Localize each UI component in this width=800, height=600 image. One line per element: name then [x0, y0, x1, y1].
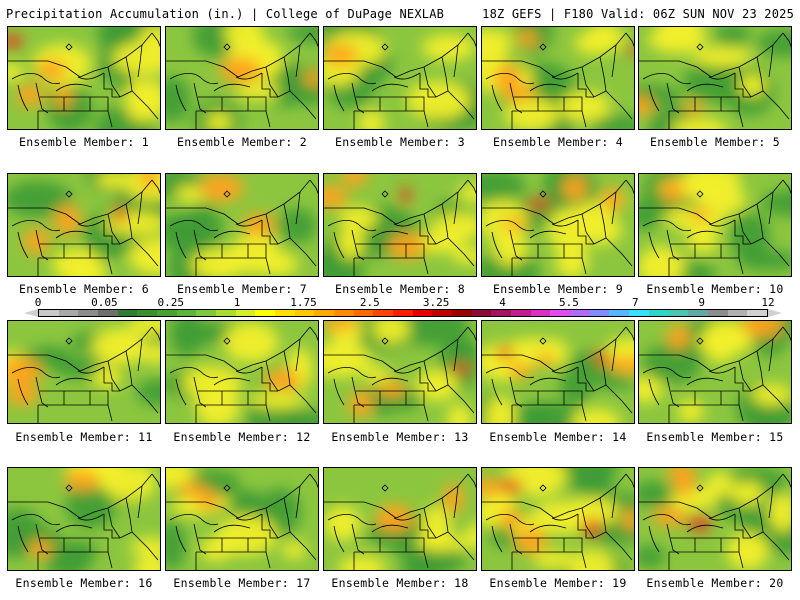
- ensemble-member-map: [638, 467, 792, 571]
- ensemble-member-map: [165, 467, 319, 571]
- colorbar-tick-label: 5.5: [558, 296, 579, 309]
- colorbar-segment: [412, 310, 433, 316]
- ensemble-member-map: [323, 320, 477, 424]
- colorbar-segment: [629, 310, 649, 316]
- colorbar-segment: [452, 310, 472, 316]
- ensemble-member-label: Ensemble Member: 6: [18, 282, 150, 296]
- ensemble-member-label: Ensemble Member: 18: [331, 576, 469, 590]
- ensemble-member-map: [481, 173, 635, 277]
- ensemble-member-label: Ensemble Member: 10: [646, 282, 784, 296]
- colorbar-segment: [570, 310, 590, 316]
- colorbar-tick-label: 3.25: [422, 296, 450, 309]
- colorbar-segment: [294, 310, 315, 316]
- colorbar-segment: [471, 310, 492, 316]
- ensemble-member-label: Ensemble Member: 8: [334, 282, 466, 296]
- ensemble-member-map: [165, 320, 319, 424]
- ensemble-member-map: [7, 320, 161, 424]
- colorbar-right-arrow: [768, 309, 782, 317]
- ensemble-member-label: Ensemble Member: 4: [492, 135, 624, 149]
- colorbar-segment: [216, 310, 236, 316]
- ensemble-member-map: [638, 320, 792, 424]
- colorbar-segment: [393, 310, 413, 316]
- colorbar-segment: [39, 310, 59, 316]
- ensemble-member-label: Ensemble Member: 7: [176, 282, 308, 296]
- ensemble-member-map: [7, 467, 161, 571]
- colorbar-tick-label: 4: [499, 296, 506, 309]
- ensemble-member-map: [165, 173, 319, 277]
- ensemble-member-map: [7, 26, 161, 130]
- colorbar-segment: [176, 310, 197, 316]
- colorbar-segment: [747, 310, 767, 316]
- ensemble-member-label: Ensemble Member: 15: [646, 430, 784, 444]
- ensemble-member-map: [323, 26, 477, 130]
- ensemble-member-label: Ensemble Member: 2: [176, 135, 308, 149]
- ensemble-member-label: Ensemble Member: 12: [173, 430, 311, 444]
- colorbar-tick-label: 0: [34, 296, 42, 309]
- colorbar-tick-label: 12: [761, 296, 775, 309]
- ensemble-member-label: Ensemble Member: 13: [331, 430, 469, 444]
- ensemble-member-label: Ensemble Member: 16: [15, 576, 153, 590]
- colorbar-tick-label: 1: [233, 296, 241, 309]
- colorbar-segment: [589, 310, 610, 316]
- colorbar-segment: [707, 310, 728, 316]
- ensemble-member-map: [481, 26, 635, 130]
- colorbar-segment: [196, 310, 217, 316]
- ensemble-member-label: Ensemble Member: 5: [649, 135, 781, 149]
- colorbar-tick-label: 1.75: [290, 296, 317, 309]
- colorbar-tick-label: 0.25: [157, 296, 184, 309]
- ensemble-member-label: Ensemble Member: 11: [15, 430, 153, 444]
- chart-title: Precipitation Accumulation (in.) | Colle…: [6, 7, 445, 21]
- colorbar-segment: [550, 310, 571, 316]
- colorbar-segment: [511, 310, 531, 316]
- colorbar-segment: [235, 310, 256, 316]
- colorbar-segment: [98, 310, 118, 316]
- ensemble-member-map: [165, 26, 319, 130]
- ensemble-member-label: Ensemble Member: 19: [489, 576, 627, 590]
- colorbar-segment: [275, 310, 295, 316]
- ensemble-member-label: Ensemble Member: 9: [492, 282, 624, 296]
- ensemble-member-map: [638, 173, 792, 277]
- colorbar-segment: [314, 310, 335, 316]
- run-info: 18Z GEFS | F180 Valid: 06Z SUN NOV 23 20…: [482, 7, 794, 21]
- colorbar-segment: [373, 310, 394, 316]
- colorbar-segment: [648, 310, 669, 316]
- ensemble-member-label: Ensemble Member: 1: [18, 135, 150, 149]
- colorbar-tick-label: 7: [631, 296, 639, 309]
- colorbar-segment: [137, 310, 158, 316]
- colorbar-segment: [491, 310, 512, 316]
- colorbar-left-arrow: [24, 309, 38, 317]
- colorbar-segment: [609, 310, 630, 316]
- ensemble-member-map: [7, 173, 161, 277]
- colorbar-segment: [432, 310, 453, 316]
- ensemble-member-label: Ensemble Member: 20: [646, 576, 784, 590]
- colorbar-segment: [117, 310, 138, 316]
- ensemble-member-map: [638, 26, 792, 130]
- colorbar-segment: [334, 310, 354, 316]
- ensemble-member-map: [481, 467, 635, 571]
- ensemble-member-label: Ensemble Member: 17: [173, 576, 311, 590]
- ensemble-member-map: [481, 320, 635, 424]
- colorbar-segment: [353, 310, 374, 316]
- colorbar-segment: [255, 310, 276, 316]
- colorbar-segment: [688, 310, 708, 316]
- colorbar-tick-label: 2.5: [359, 296, 380, 309]
- colorbar-segment: [58, 310, 79, 316]
- ensemble-member-label: Ensemble Member: 3: [334, 135, 466, 149]
- colorbar-segment: [78, 310, 99, 316]
- colorbar-tick-label: 9: [698, 296, 705, 309]
- ensemble-member-map: [323, 467, 477, 571]
- colorbar-segment: [530, 310, 551, 316]
- colorbar-segment: [727, 310, 748, 316]
- colorbar-segment: [668, 310, 689, 316]
- colorbar-segment: [157, 310, 177, 316]
- colorbar-strip: [38, 309, 768, 317]
- ensemble-member-map: [323, 173, 477, 277]
- colorbar-tick-label: 0.05: [91, 296, 118, 309]
- ensemble-member-label: Ensemble Member: 14: [489, 430, 627, 444]
